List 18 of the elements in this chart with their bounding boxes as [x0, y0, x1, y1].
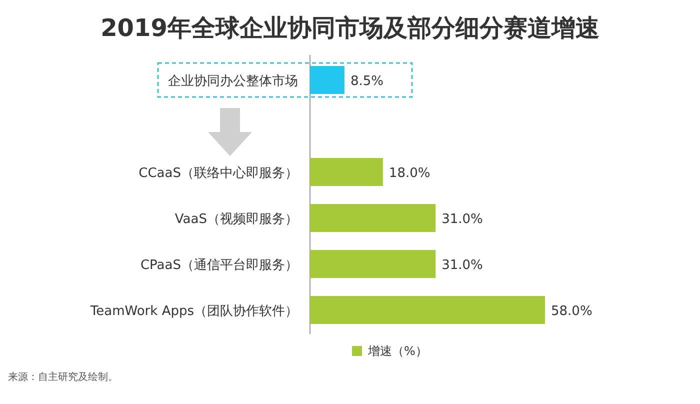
legend-label: 增速（%）	[367, 344, 428, 358]
bar	[310, 250, 436, 278]
y-tick-label: CCaaS（联络中心即服务）	[138, 165, 298, 181]
bar	[310, 158, 383, 186]
y-tick-label: TeamWork Apps（团队协作软件）	[89, 304, 298, 319]
y-tick-label: 企业协同办公整体市场	[168, 74, 298, 89]
chart-title: 2019年全球企业协同市场及部分细分赛道增速	[100, 14, 600, 42]
data-label: 58.0%	[551, 304, 592, 319]
data-label: 31.0%	[442, 212, 483, 227]
source-note: 来源：自主研究及绘制。	[8, 371, 118, 383]
legend: 增速（%）	[352, 344, 428, 358]
data-label: 18.0%	[388, 166, 430, 181]
data-label: 8.5%	[350, 74, 384, 89]
y-tick-label: VaaS（视频即服务）	[174, 212, 298, 227]
bar	[310, 296, 545, 324]
y-tick-label: CPaaS（通信平台即服务）	[140, 258, 298, 273]
bar	[310, 204, 436, 232]
data-label: 31.0%	[442, 258, 483, 273]
